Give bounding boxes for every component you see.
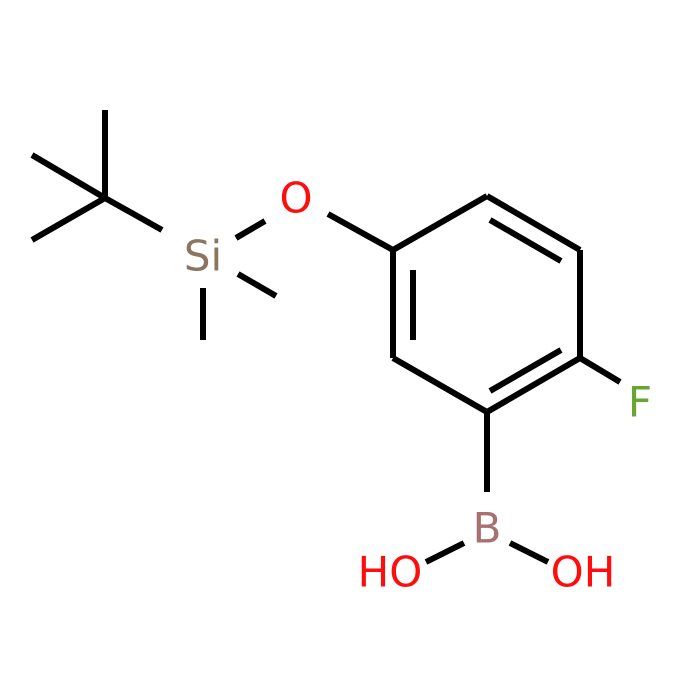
bond <box>485 193 582 253</box>
bond <box>30 195 107 243</box>
bonds <box>30 110 622 565</box>
bond <box>236 271 278 299</box>
bond <box>103 195 164 233</box>
bond <box>485 355 582 415</box>
bond <box>234 218 267 241</box>
bond <box>488 347 563 394</box>
bond <box>391 355 489 415</box>
atom-label: OH <box>551 548 616 597</box>
atom-label: HO <box>358 548 423 597</box>
bond <box>30 152 107 201</box>
atom-label: O <box>279 174 312 223</box>
atom-label: Si <box>184 232 222 281</box>
bond <box>326 211 395 253</box>
bond <box>488 217 563 264</box>
bond <box>508 540 550 565</box>
atom-label: B <box>473 504 502 553</box>
atom-label: F <box>628 378 652 427</box>
bond <box>391 193 489 253</box>
bond <box>578 355 622 385</box>
bond <box>424 540 466 565</box>
